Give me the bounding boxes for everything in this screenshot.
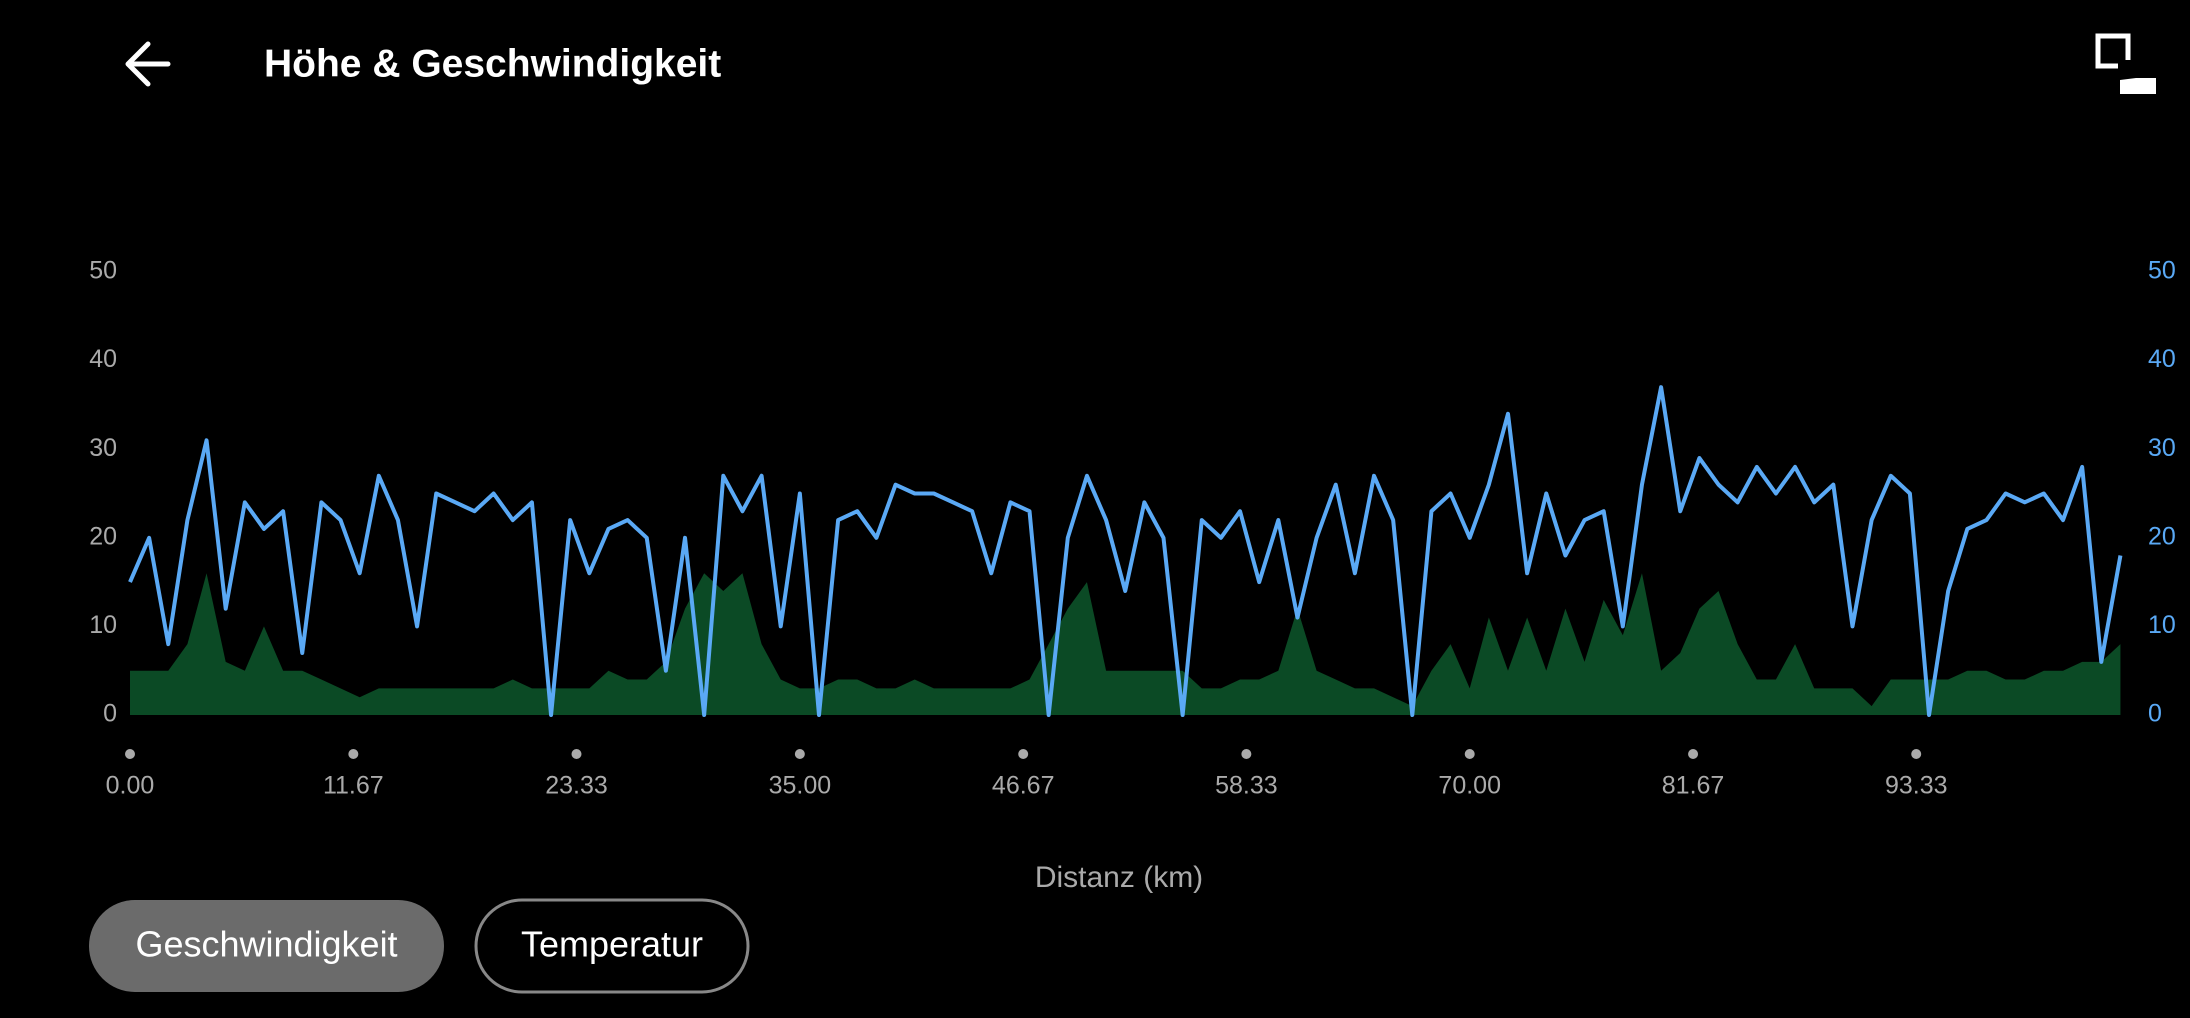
x-tick-label: 93.33 bbox=[1885, 772, 1948, 800]
y2-tick-label: 0 bbox=[2148, 700, 2162, 728]
series-line bbox=[128, 385, 2123, 717]
y2-tick-label: 30 bbox=[2148, 434, 2176, 462]
x-tick-dot bbox=[1464, 749, 1475, 759]
back-button[interactable] bbox=[125, 41, 171, 87]
y-tick-label: 50 bbox=[89, 257, 117, 285]
x-tick-dot bbox=[1688, 749, 1699, 759]
tab-button[interactable] bbox=[89, 900, 444, 992]
y-tick-label: 40 bbox=[89, 345, 117, 373]
x-tick-label: 58.33 bbox=[1215, 772, 1278, 800]
x-tick-dot bbox=[1911, 749, 1922, 759]
y2-tick-label: 50 bbox=[2148, 257, 2176, 285]
y-tick-label: 30 bbox=[89, 434, 117, 462]
series-area bbox=[130, 573, 2121, 715]
y2-tick-label: 40 bbox=[2148, 345, 2176, 373]
x-tick-dot bbox=[1018, 749, 1029, 759]
tab-button-label[interactable]: Temperatur bbox=[521, 924, 703, 965]
x-tick-label: 81.67 bbox=[1662, 772, 1725, 800]
x-tick-label: 11.67 bbox=[323, 772, 384, 800]
y-tick-label: 10 bbox=[89, 611, 117, 639]
x-tick-label: 35.00 bbox=[769, 772, 832, 800]
x-tick-dot bbox=[571, 749, 582, 759]
x-tick-label: 23.33 bbox=[545, 772, 608, 800]
page-title: Höhe & Geschwindigkeit bbox=[264, 42, 721, 85]
tab-button-label[interactable]: Geschwindigkeit bbox=[135, 924, 397, 965]
y2-tick-label: 10 bbox=[2148, 611, 2176, 639]
y2-tick-label: 20 bbox=[2148, 522, 2176, 550]
fullscreen-button[interactable] bbox=[2095, 33, 2158, 94]
x-tick-label: 46.67 bbox=[992, 772, 1055, 800]
tab-button[interactable] bbox=[474, 898, 750, 994]
y-tick-label: 20 bbox=[89, 522, 117, 550]
x-tick-dot bbox=[794, 749, 805, 759]
x-tick-label: 70.00 bbox=[1438, 772, 1501, 800]
y-tick-label: 0 bbox=[103, 700, 117, 728]
x-tick-dot bbox=[125, 749, 135, 759]
x-tick-dot bbox=[348, 749, 359, 759]
x-axis-title: Distanz (km) bbox=[1035, 861, 1203, 894]
x-tick-label: 0.00 bbox=[106, 772, 155, 800]
x-tick-dot bbox=[1241, 749, 1252, 759]
